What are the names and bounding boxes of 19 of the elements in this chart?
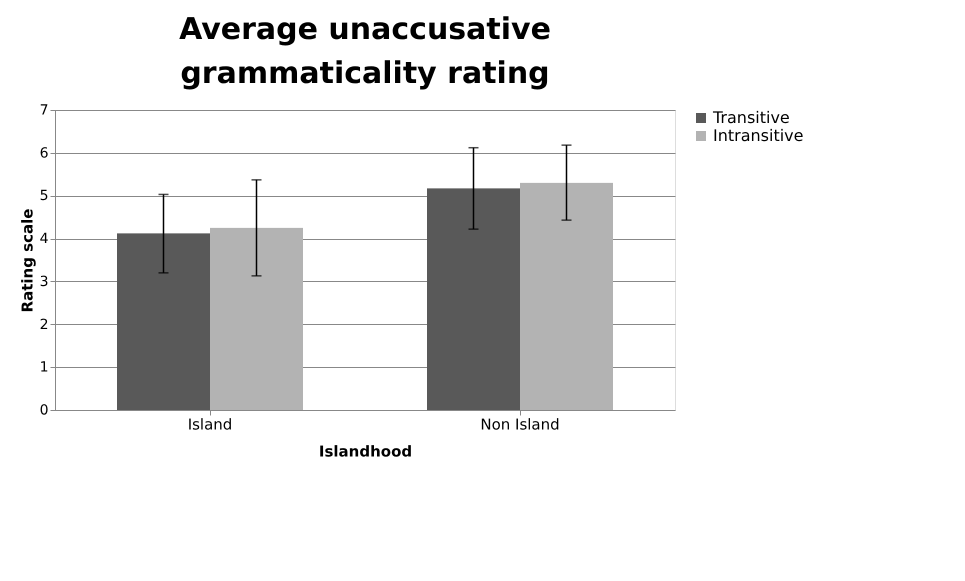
y-axis-title: Rating scale — [18, 208, 37, 312]
legend-label: Intransitive — [713, 126, 804, 145]
chart-title: Average unaccusative grammaticality rating — [179, 12, 551, 91]
y-tick-label: 3 — [40, 274, 48, 290]
x-axis-title: Islandhood — [318, 442, 412, 460]
x-tick-label: Non Island — [480, 416, 560, 434]
y-tick-label: 4 — [40, 231, 49, 248]
x-tick-label: Island — [188, 416, 232, 434]
y-tick-label: 0 — [40, 402, 48, 418]
y-tick-label: 7 — [40, 102, 48, 118]
y-tick-label: 5 — [40, 188, 48, 204]
bar — [427, 188, 520, 410]
bar — [210, 228, 303, 410]
bar — [520, 182, 613, 410]
bar — [117, 233, 210, 410]
y-tick-label: 2 — [40, 316, 48, 333]
y-tick-label: 1 — [40, 360, 48, 376]
y-tick-label: 6 — [40, 145, 49, 162]
legend-label: Transitive — [712, 108, 790, 127]
